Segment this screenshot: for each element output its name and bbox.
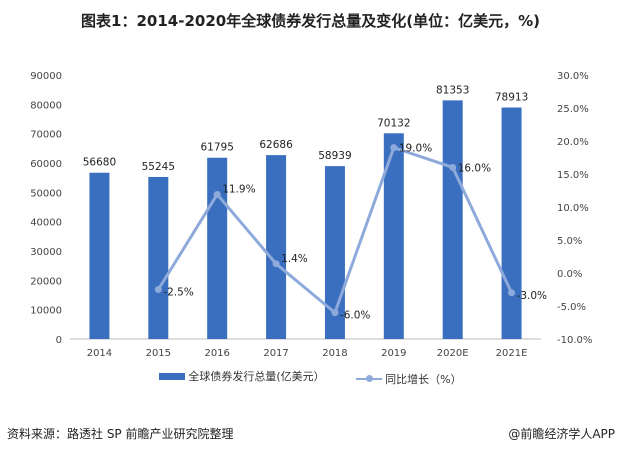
line-data-label: -3.0% bbox=[517, 290, 547, 302]
y-left-tick-label: 60000 bbox=[30, 159, 62, 170]
line-data-label: 19.0% bbox=[399, 143, 432, 155]
legend-item-bar: 全球债券发行总量(亿美元） bbox=[159, 368, 325, 384]
source-note: 资料来源：路透社 SP 前瞻产业研究院整理 bbox=[7, 427, 234, 441]
y-left-tick-label: 70000 bbox=[30, 130, 62, 141]
line-point bbox=[272, 260, 280, 268]
y-right-tick-label: 0.0% bbox=[557, 269, 582, 280]
x-tick-label: 2014 bbox=[87, 348, 112, 359]
bar-data-label: 61795 bbox=[200, 142, 233, 154]
y-right-tick-label: 10.0% bbox=[557, 203, 589, 214]
line-point bbox=[508, 289, 516, 297]
y-right-tick-label: 20.0% bbox=[557, 137, 589, 148]
y-right-tick-label: 25.0% bbox=[557, 104, 589, 115]
y-left-tick-label: 0 bbox=[56, 335, 62, 346]
line-point bbox=[331, 309, 339, 317]
y-left-tick-label: 50000 bbox=[30, 188, 62, 199]
y-left-tick-label: 20000 bbox=[30, 276, 62, 287]
bar-data-label: 62686 bbox=[259, 139, 293, 151]
y-right-tick-label: -5.0% bbox=[557, 302, 586, 313]
credit: @前瞻经济学人APP bbox=[508, 427, 615, 441]
y-right-tick-label: 5.0% bbox=[557, 236, 582, 247]
y-left-tick-label: 80000 bbox=[30, 100, 62, 111]
legend-bar-swatch bbox=[159, 372, 186, 380]
x-tick-label: 2017 bbox=[263, 348, 288, 359]
bar-data-label: 81353 bbox=[436, 84, 469, 96]
y-right-tick-label: 15.0% bbox=[557, 170, 589, 181]
line-point bbox=[213, 190, 221, 198]
bar-data-label: 70132 bbox=[377, 117, 410, 129]
line-point bbox=[449, 163, 457, 171]
legend-item-line: 同比增长（%） bbox=[356, 371, 462, 387]
bar bbox=[148, 176, 169, 339]
chart-title: 图表1：2014-2020年全球债券发行总量及变化(单位：亿美元，%) bbox=[81, 12, 540, 30]
bar-data-label: 78913 bbox=[495, 92, 528, 104]
bar bbox=[442, 100, 463, 339]
bar bbox=[501, 107, 522, 339]
line-point bbox=[390, 144, 398, 152]
y-right-tick-label: -10.0% bbox=[557, 335, 592, 346]
bar bbox=[383, 133, 404, 339]
y-left-tick-label: 30000 bbox=[30, 247, 62, 258]
x-tick-label: 2019 bbox=[381, 348, 406, 359]
x-tick-label: 2020E bbox=[437, 348, 469, 359]
x-tick-label: 2015 bbox=[146, 348, 171, 359]
line-data-label: 1.4% bbox=[281, 253, 308, 265]
legend-line-label: 同比增长（%） bbox=[385, 372, 462, 386]
x-tick-label: 2018 bbox=[322, 348, 347, 359]
line-data-label: -2.5% bbox=[163, 287, 193, 299]
y-right-tick-label: 30.0% bbox=[557, 71, 589, 82]
line-data-label: 16.0% bbox=[458, 162, 491, 174]
legend-line-swatch bbox=[356, 374, 383, 382]
y-left-tick-label: 90000 bbox=[30, 71, 62, 82]
bar-data-label: 56680 bbox=[83, 157, 116, 169]
line-data-label: -6.0% bbox=[340, 310, 370, 322]
line-point bbox=[154, 286, 162, 293]
bar bbox=[266, 155, 287, 339]
x-tick-label: 2016 bbox=[204, 348, 229, 359]
bar-data-label: 55245 bbox=[142, 161, 175, 173]
x-tick-label: 2021E bbox=[496, 348, 528, 359]
line-data-label: 11.9% bbox=[222, 183, 255, 195]
bar-data-label: 58939 bbox=[318, 150, 351, 162]
y-left-tick-label: 10000 bbox=[30, 306, 62, 317]
legend: 全球债券发行总量(亿美元） 同比增长（%） bbox=[0, 368, 621, 387]
y-left-tick-label: 40000 bbox=[30, 218, 62, 229]
bar bbox=[89, 172, 110, 339]
legend-bar-label: 全球债券发行总量(亿美元） bbox=[188, 370, 325, 383]
